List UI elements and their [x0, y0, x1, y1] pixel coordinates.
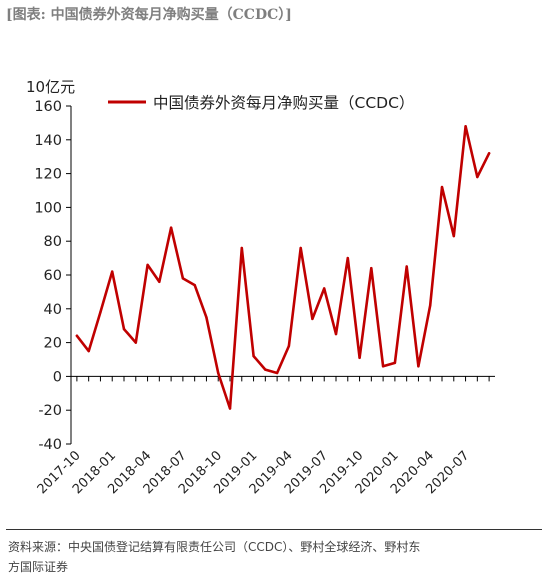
y-tick-label: -20 [38, 403, 62, 419]
data-point [334, 332, 338, 336]
legend-label: 中国债券外资每月净购买量（CCDC） [153, 94, 414, 112]
x-axis: 2017-102018-012018-042018-072018-102019-… [35, 375, 495, 497]
data-point [75, 334, 79, 337]
y-tick-label: 60 [44, 268, 62, 284]
data-point [429, 304, 432, 307]
data-point [358, 356, 361, 359]
y-tick-label: -40 [38, 437, 62, 453]
data-point [193, 283, 196, 287]
y-tick-label: 0 [53, 369, 62, 385]
y-axis-unit-label: 10亿元 [26, 78, 75, 96]
y-tick-label: 20 [44, 336, 62, 352]
data-point [311, 317, 314, 321]
data-point [264, 368, 267, 371]
data-point [252, 354, 255, 358]
data-point [275, 371, 279, 375]
data-point [287, 344, 291, 348]
series-line [75, 125, 491, 410]
y-tick-label: 100 [34, 200, 62, 216]
data-point [134, 341, 137, 344]
data-point [99, 311, 102, 314]
data-point [323, 287, 326, 290]
data-point [370, 267, 373, 270]
y-tick-label: 120 [34, 167, 62, 183]
series-layer [75, 125, 491, 410]
data-point [111, 270, 114, 273]
y-tick-label: 140 [34, 133, 62, 149]
data-point [122, 327, 126, 331]
legend: 中国债券外资每月净购买量（CCDC） [108, 94, 414, 112]
line-chart: 10亿元 中国债券外资每月净购买量（CCDC） -40 -20 0 20 40 60 80 1… [26, 78, 495, 497]
source-note: 资料来源：中央国债登记结算有限责任公司（CCDC）、野村全球经济、野村东 [8, 540, 421, 554]
data-point [181, 277, 185, 280]
data-point [299, 246, 302, 250]
y-axis: -40 -20 0 20 40 60 80 100 120 140 160 [34, 99, 72, 453]
data-point [346, 256, 349, 260]
figure-title: [图表: 中国债券外资每月净购买量（CCDC）] [6, 7, 292, 23]
data-point [217, 371, 220, 375]
data-point [87, 349, 90, 353]
data-point [440, 185, 444, 189]
source-divider [6, 529, 542, 530]
data-point [146, 263, 149, 267]
data-point [228, 407, 232, 410]
data-point [205, 316, 208, 319]
data-point [405, 265, 408, 268]
data-point [417, 365, 420, 368]
source-note-continued: 方国际证券 [8, 560, 69, 574]
y-tick-label: 160 [34, 99, 62, 115]
data-point [169, 226, 173, 229]
y-tick-label: 80 [44, 234, 62, 250]
data-point [393, 361, 397, 365]
data-point [464, 125, 467, 128]
data-point [240, 246, 243, 250]
data-point [487, 152, 491, 155]
y-tick-label: 40 [44, 302, 62, 318]
data-point [452, 234, 455, 238]
data-point [476, 175, 479, 179]
data-point [381, 365, 385, 368]
data-point [158, 280, 161, 283]
